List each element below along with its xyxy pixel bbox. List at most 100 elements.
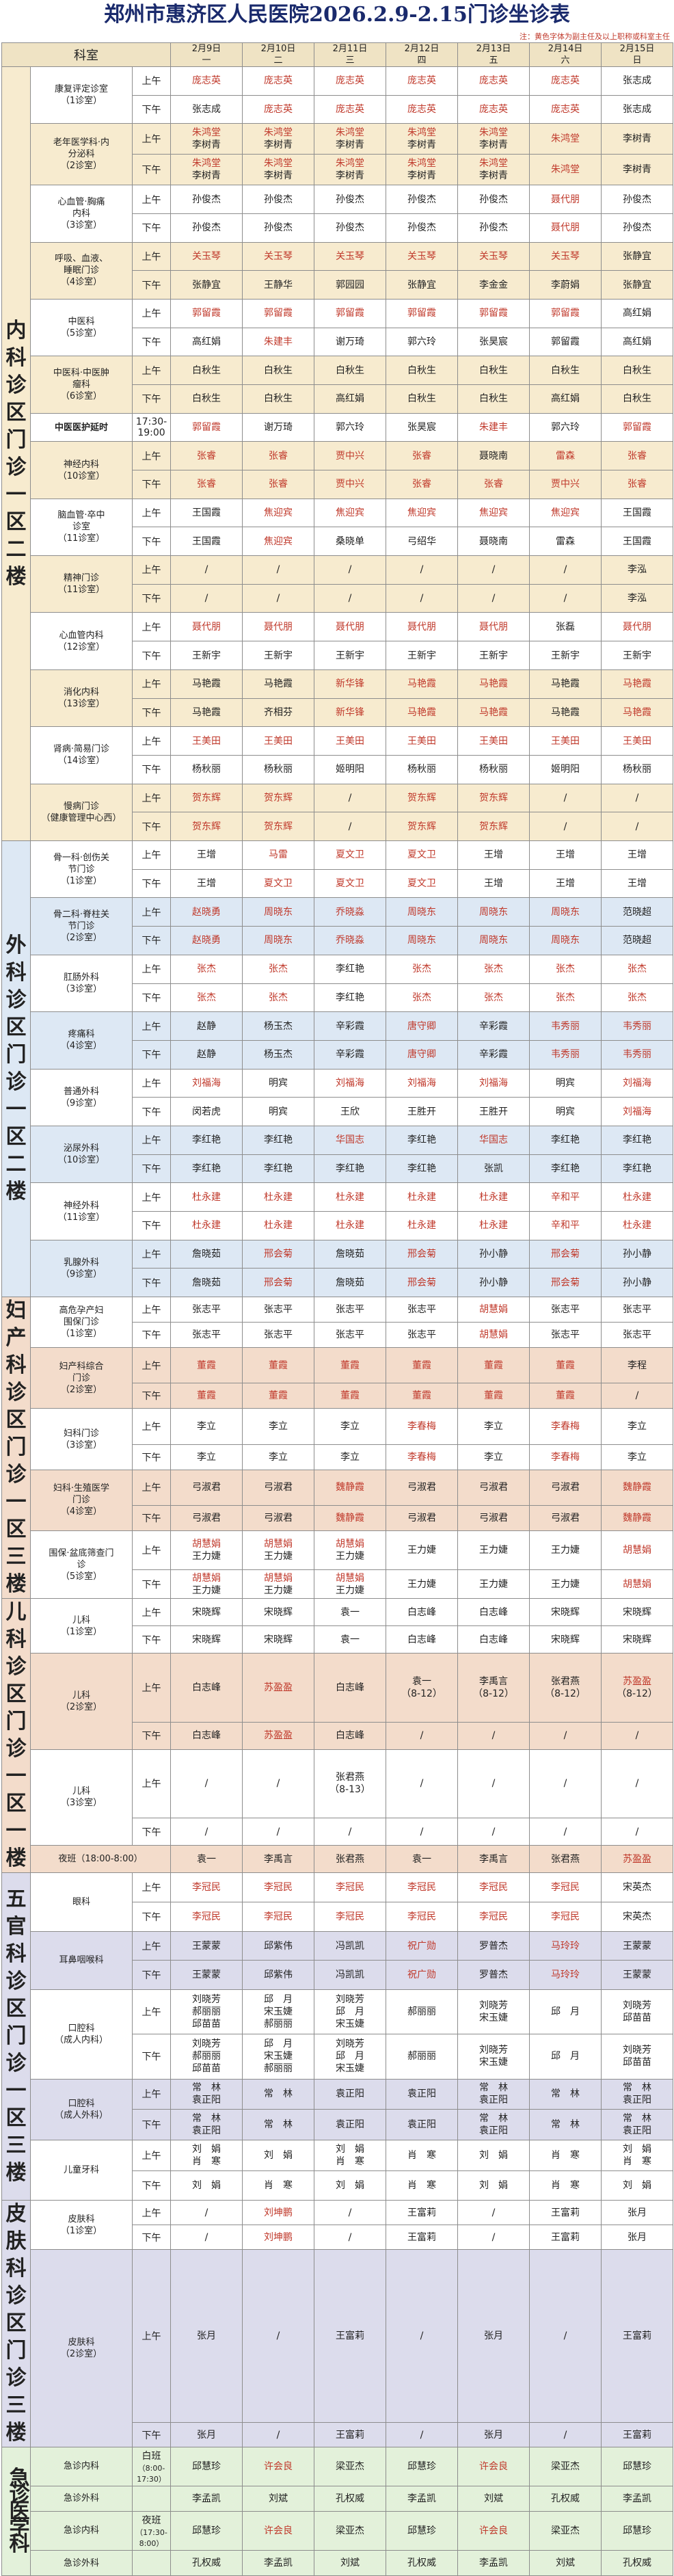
- doctor-name: 袁正阳: [336, 2119, 365, 2131]
- doctor-name: 刘福海: [192, 1077, 221, 1089]
- doctor-name: 杨秋丽: [264, 764, 293, 775]
- doctor-name: 马艳霞: [192, 706, 221, 718]
- doctor-name: 詹晓茹: [192, 1277, 221, 1288]
- doctor-name: 王力婕: [551, 1545, 580, 1556]
- session-label: 上午: [131, 1989, 172, 2035]
- doctor-cell: 张志平: [314, 1297, 387, 1323]
- doctor-name: /: [276, 564, 280, 576]
- doctor-cell: 刘福海: [601, 1068, 674, 1098]
- doctor-cell: 苏盈盈: [242, 1721, 315, 1750]
- doctor-cell: 韦秀丽: [601, 1039, 674, 1070]
- doctor-name: 宋晓辉: [264, 1634, 293, 1645]
- header-day-1: 2月9日一: [170, 42, 243, 67]
- department-name-line: 口腔科: [68, 2098, 95, 2109]
- doctor-name: /: [204, 2207, 208, 2218]
- schedule-row: 中医科·中医肿 瘤科 （6诊室） 上午 白秋生 白秋生 白秋生 白秋生 白秋生 白秋生 白秋生: [2, 356, 674, 414]
- doctor-name: 董霞: [340, 1359, 360, 1371]
- doctor-cell: 华国志: [457, 1125, 530, 1155]
- zone-label-text: 急诊医学科: [9, 2466, 30, 2556]
- doctor-cell: 唐守卿: [386, 1039, 459, 1070]
- doctor-name: 肖 寒: [407, 2180, 437, 2192]
- doctor-name: 李程: [628, 1359, 647, 1371]
- doctor-cell: 李立: [601, 1444, 674, 1470]
- doctor-name: /: [420, 593, 424, 605]
- doctor-cell: 贺东辉: [457, 783, 530, 813]
- doctor-cell: 张静宜: [601, 241, 674, 271]
- doctor-name: 郭留霞: [407, 308, 437, 319]
- doctor-name: 邱慧珍: [192, 2460, 221, 2472]
- doctor-name: 李立: [484, 1421, 504, 1433]
- doctor-cell: 李立: [314, 1408, 387, 1445]
- doctor-name: 朱鸿堂: [264, 127, 293, 139]
- doctor-name: 李树青: [479, 170, 509, 182]
- doctor-name: 张志成: [192, 104, 221, 116]
- doctor-cell: 白秋生: [386, 384, 459, 414]
- session-label: 下午: [131, 2225, 172, 2250]
- doctor-name: 朱鸿堂: [551, 133, 580, 145]
- doctor-cell: 孙俊杰: [601, 185, 674, 214]
- header-weekday: 三: [345, 55, 355, 66]
- department-name-line: 肾病·简易门诊: [53, 744, 110, 755]
- doctor-cell: 乔晓淼: [314, 897, 387, 927]
- doctor-cell: 魏静霞: [314, 1504, 387, 1531]
- doctor-name: 周晓东: [479, 906, 509, 918]
- doctor-cell: 贺东辉: [242, 783, 315, 813]
- doctor-name: 朱鸿堂: [551, 164, 580, 176]
- doctor-cell: 李冠民: [170, 1872, 243, 1902]
- doctor-cell: 刘斌: [314, 2549, 387, 2576]
- schedule-row: 下午 白秋生 白秋生 高红娟 白秋生 白秋生 高红娟 白秋生: [2, 384, 674, 414]
- doctor-cell: 宋晓辉: [529, 1625, 602, 1654]
- schedule-row: 口腔科 （成人外科） 上午常 林袁正阳常 林袁正阳 袁正阳常 林袁正阳常 林常 林袁正…: [2, 2078, 674, 2141]
- doctor-name: 李禹言: [479, 1675, 509, 1687]
- schedule-row: 夜班（18:00-8:00） 袁一 李禹言 张君燕 袁一 李禹言 张君燕 苏盈盈: [2, 1845, 674, 1874]
- doctor-cell: 杜永建: [386, 1182, 459, 1212]
- schedule-row: 下午 马艳霞 齐相芬 新华锋 马艳霞 马艳霞 马艳霞 马艳霞: [2, 698, 674, 728]
- doctor-cell: 董霞: [386, 1347, 459, 1384]
- department-name-line: （1诊室）: [60, 1329, 103, 1340]
- doctor-name: 董霞: [197, 1359, 217, 1371]
- doctor-cell: 刘晓芳邱 月宋玉婕: [314, 1989, 387, 2035]
- doctor-cell: 白志峰: [314, 1721, 387, 1750]
- doctor-cell: 董霞: [386, 1383, 459, 1409]
- session-label: 上午: [131, 123, 172, 155]
- doctor-cell: 李孟凯: [457, 2549, 530, 2576]
- schedule-row: 心血管·胸痛 内科 （3诊室） 上午 孙俊杰 孙俊杰 孙俊杰 孙俊杰 孙俊杰 聂代朋 孙俊杰: [2, 185, 674, 243]
- doctor-name: 贾中兴: [551, 479, 580, 490]
- session-label: 夜班 （17:30-8:00）: [131, 2511, 172, 2551]
- doctor-name: 周晓东: [551, 935, 580, 946]
- doctor-name: 郭留霞: [192, 422, 221, 433]
- zone-label: 妇产科诊区门诊一区三楼: [1, 1297, 31, 1599]
- schedule-row: 下午 / / / / / / /: [2, 1818, 674, 1846]
- doctor-name: /: [491, 1826, 496, 1837]
- doctor-cell: 齐相芬: [242, 698, 315, 728]
- doctor-cell: 赵静: [170, 1039, 243, 1070]
- department-name-line: 儿科: [72, 1615, 90, 1625]
- doctor-name: 刘福海: [479, 1077, 509, 1089]
- doctor-name: 杜永建: [336, 1220, 365, 1232]
- doctor-cell: 弓淑君: [170, 1469, 243, 1506]
- doctor-name: 王增: [197, 849, 217, 861]
- doctor-name: 朱建丰: [264, 336, 293, 347]
- session-label: 上午: [131, 1068, 172, 1098]
- doctor-name: 赵晓勇: [192, 935, 221, 946]
- header-day-5: 2月13日五: [457, 42, 530, 67]
- doctor-name: 张志平: [264, 1304, 293, 1316]
- doctor-cell: 李冠民: [529, 1872, 602, 1902]
- doctor-name: 韦秀丽: [551, 1020, 580, 1032]
- schedule-row: 普通外科 （9诊室） 上午 刘福海 明宾 刘福海 刘福海 刘福海 明宾 刘福海: [2, 1068, 674, 1126]
- department-name-line: 急诊外科: [63, 2558, 99, 2568]
- doctor-cell: /: [386, 555, 459, 585]
- doctor-cell: /: [170, 1818, 243, 1846]
- doctor-name: 孔权威: [551, 2493, 580, 2504]
- doctor-name: 王蒙蒙: [623, 1940, 652, 1952]
- doctor-cell: 李红艳: [386, 1154, 459, 1184]
- header-date: 2月11日: [332, 44, 368, 54]
- doctor-name: 邢会菊: [407, 1249, 437, 1260]
- department-name-line: （2诊室）: [60, 161, 103, 172]
- session-label: 下午: [131, 154, 172, 186]
- doctor-name: 刘晓芳: [479, 2045, 509, 2056]
- doctor-cell: 宋英杰: [601, 1901, 674, 1932]
- zone-group-jz: 急诊医学科 急诊内科 白班 （8:00-17:30） 邱慧珍 许会良 梁亚杰 邱慧珍 许会良 梁亚…: [1, 2447, 674, 2576]
- session-label: 下午: [131, 1154, 172, 1184]
- schedule-row: 下午 宋晓辉 宋晓辉 袁一 白志峰 白志峰 宋晓辉 宋晓辉: [2, 1625, 674, 1654]
